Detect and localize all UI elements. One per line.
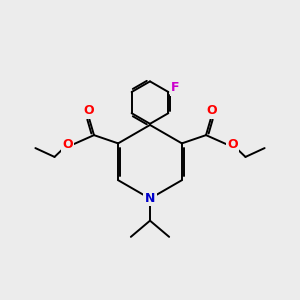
Text: N: N [145, 192, 155, 205]
Text: O: O [83, 104, 94, 118]
Text: F: F [171, 81, 180, 94]
Text: O: O [206, 104, 217, 118]
Text: O: O [227, 138, 238, 151]
Text: O: O [62, 138, 73, 151]
